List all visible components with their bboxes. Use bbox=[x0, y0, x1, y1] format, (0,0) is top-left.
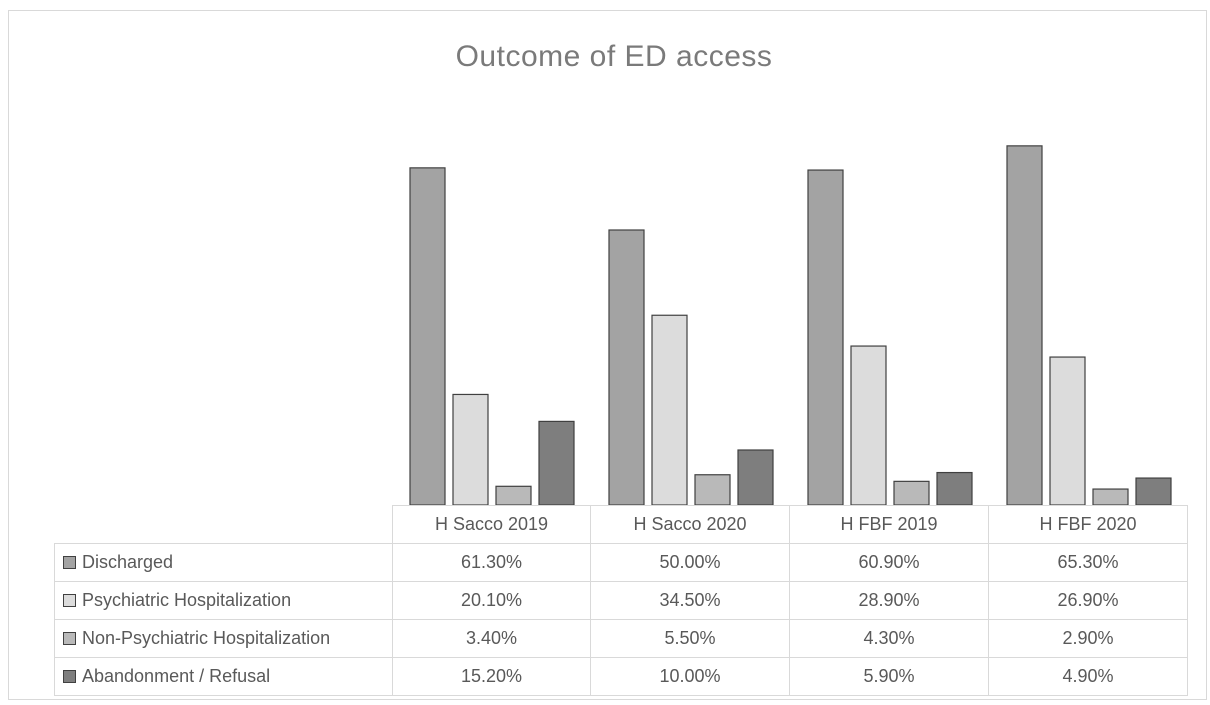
bar-0-2 bbox=[495, 485, 532, 506]
legend-key bbox=[63, 556, 76, 569]
data-label: 60.90% bbox=[789, 543, 989, 582]
bar-0-3 bbox=[538, 420, 575, 506]
table-row: Abandonment / Refusal 15.20% 10.00% 5.90% 4.… bbox=[54, 657, 1188, 696]
data-label: 5.50% bbox=[590, 619, 790, 658]
table-corner bbox=[55, 506, 393, 544]
data-label: 3.40% bbox=[392, 619, 591, 658]
bar-0-0 bbox=[409, 167, 446, 506]
data-table: H Sacco 2019 H Sacco 2020 H FBF 2019 H FBF … bbox=[54, 505, 1188, 696]
category-label: H Sacco 2020 bbox=[590, 505, 790, 544]
data-label: 50.00% bbox=[590, 543, 790, 582]
bar-1-3 bbox=[737, 449, 774, 506]
bar-3-0 bbox=[1006, 145, 1043, 506]
data-label: 4.30% bbox=[789, 619, 989, 658]
data-label: 26.90% bbox=[988, 581, 1188, 620]
bar-0-1 bbox=[452, 393, 489, 506]
data-label: 10.00% bbox=[590, 657, 790, 696]
table-header-row: H Sacco 2019 H Sacco 2020 H FBF 2019 H FBF … bbox=[55, 505, 1188, 544]
category-label: H FBF 2019 bbox=[789, 505, 989, 544]
table-row: Discharged 61.30% 50.00% 60.90% 65.30% bbox=[54, 543, 1188, 582]
bar-1-1 bbox=[651, 314, 688, 506]
data-label: 65.30% bbox=[988, 543, 1188, 582]
data-label: 2.90% bbox=[988, 619, 1188, 658]
data-label: 28.90% bbox=[789, 581, 989, 620]
series-label: Discharged bbox=[82, 552, 174, 572]
series-label: Psychiatric Hospitalization bbox=[82, 590, 292, 610]
data-label: 20.10% bbox=[392, 581, 591, 620]
legend-key bbox=[63, 594, 76, 607]
bar-2-2 bbox=[893, 480, 930, 506]
bar-2-0 bbox=[807, 169, 844, 506]
series-name-cell: Abandonment / Refusal bbox=[54, 657, 393, 696]
bar-3-3 bbox=[1135, 477, 1172, 506]
bar-2-1 bbox=[850, 345, 887, 506]
data-label: 61.30% bbox=[392, 543, 591, 582]
data-label: 5.90% bbox=[789, 657, 989, 696]
chart-title: Outcome of ED access bbox=[455, 40, 773, 73]
bar-3-2 bbox=[1092, 488, 1129, 506]
bar-2-3 bbox=[936, 471, 973, 506]
series-name-cell: Non-Psychiatric Hospitalization bbox=[54, 619, 393, 658]
bar-1-0 bbox=[608, 229, 645, 506]
data-label: 34.50% bbox=[590, 581, 790, 620]
category-label: H FBF 2020 bbox=[988, 505, 1188, 544]
bar-3-1 bbox=[1049, 356, 1086, 506]
table-row: Non-Psychiatric Hospitalization 3.40% 5.50… bbox=[54, 619, 1188, 658]
table-row: Psychiatric Hospitalization 20.10% 34.50% 2… bbox=[54, 581, 1188, 620]
series-label: Non-Psychiatric Hospitalization bbox=[82, 628, 331, 648]
bar-1-2 bbox=[694, 474, 731, 506]
legend-key bbox=[63, 632, 76, 645]
category-label: H Sacco 2019 bbox=[392, 505, 591, 544]
series-name-cell: Discharged bbox=[54, 543, 393, 582]
series-label: Abandonment / Refusal bbox=[82, 666, 271, 686]
series-name-cell: Psychiatric Hospitalization bbox=[54, 581, 393, 620]
data-label: 4.90% bbox=[988, 657, 1188, 696]
data-label: 15.20% bbox=[392, 657, 591, 696]
legend-key bbox=[63, 670, 76, 683]
